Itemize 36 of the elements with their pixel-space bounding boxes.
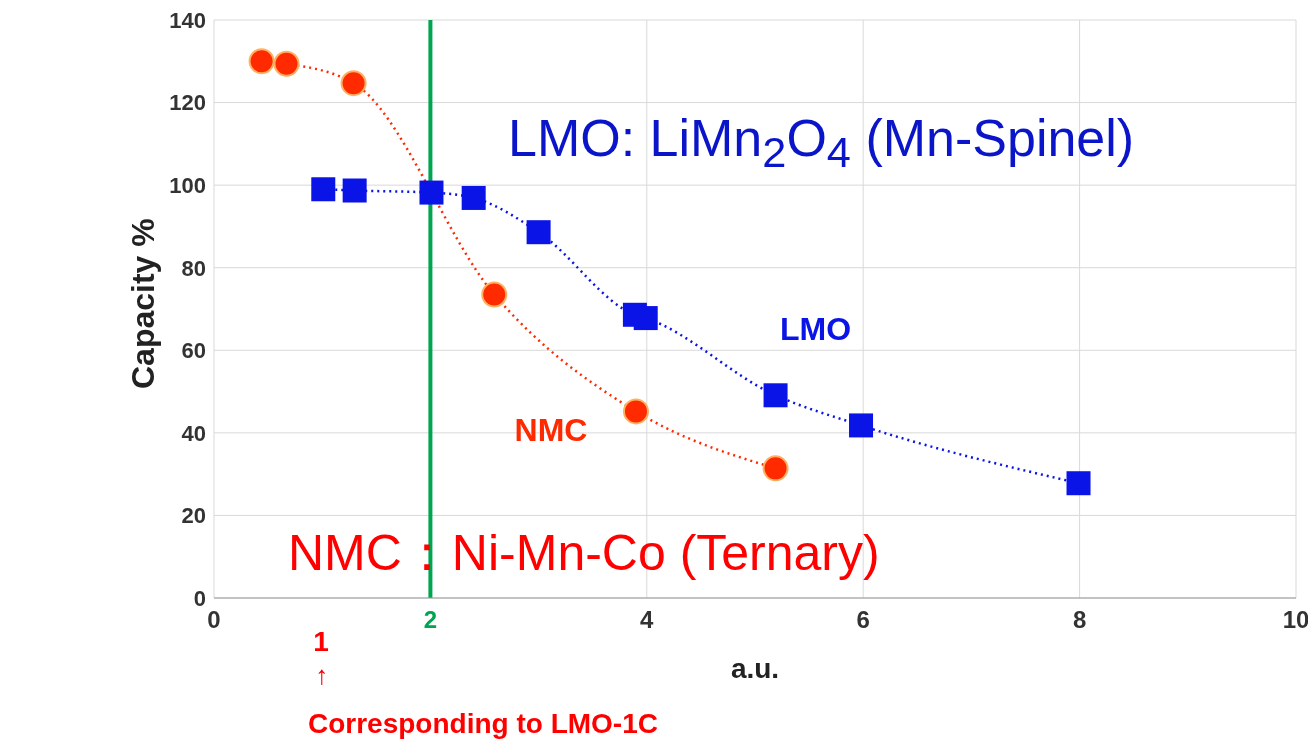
y-tick-label: 40 — [181, 420, 206, 446]
text: Corresponding to LMO-1C — [308, 708, 658, 740]
y-axis-title: Capacity % — [125, 218, 162, 389]
x-tick-label: 6 — [856, 606, 870, 633]
point — [461, 185, 486, 210]
point — [526, 220, 551, 245]
point — [633, 306, 658, 331]
text: 1 — [313, 626, 329, 658]
x-tick-label: 8 — [1072, 606, 1087, 633]
x-tick-label: 10 — [1282, 606, 1310, 633]
y-tick-label: 60 — [181, 338, 206, 364]
y-tick-label: 140 — [169, 7, 206, 33]
y-tick-label: 120 — [169, 90, 206, 116]
point — [849, 413, 874, 438]
point — [419, 180, 444, 205]
x-tick-label: 4 — [640, 606, 655, 633]
x-tick-label: 2 — [423, 606, 438, 633]
annotation: LMO: LiMn$_{2}$O$_{4}$ (Mn-Spinel) — [508, 108, 1135, 178]
y-tick-label: 20 — [181, 503, 206, 529]
point — [311, 177, 336, 202]
point — [340, 70, 367, 97]
series-label: NMC — [514, 412, 588, 449]
point — [342, 178, 367, 203]
point — [273, 50, 300, 77]
point — [763, 383, 788, 408]
text: ↑ — [315, 660, 329, 691]
x-axis-title: a.u. — [730, 653, 780, 684]
y-tick-label: 80 — [181, 255, 206, 281]
point — [248, 48, 275, 75]
y-tick-label: 0 — [193, 585, 206, 611]
point — [1066, 471, 1091, 496]
point — [481, 281, 508, 308]
y-tick-label: 100 — [169, 172, 206, 198]
point — [622, 398, 649, 425]
series-label: LMO — [780, 311, 852, 348]
point — [762, 455, 789, 482]
